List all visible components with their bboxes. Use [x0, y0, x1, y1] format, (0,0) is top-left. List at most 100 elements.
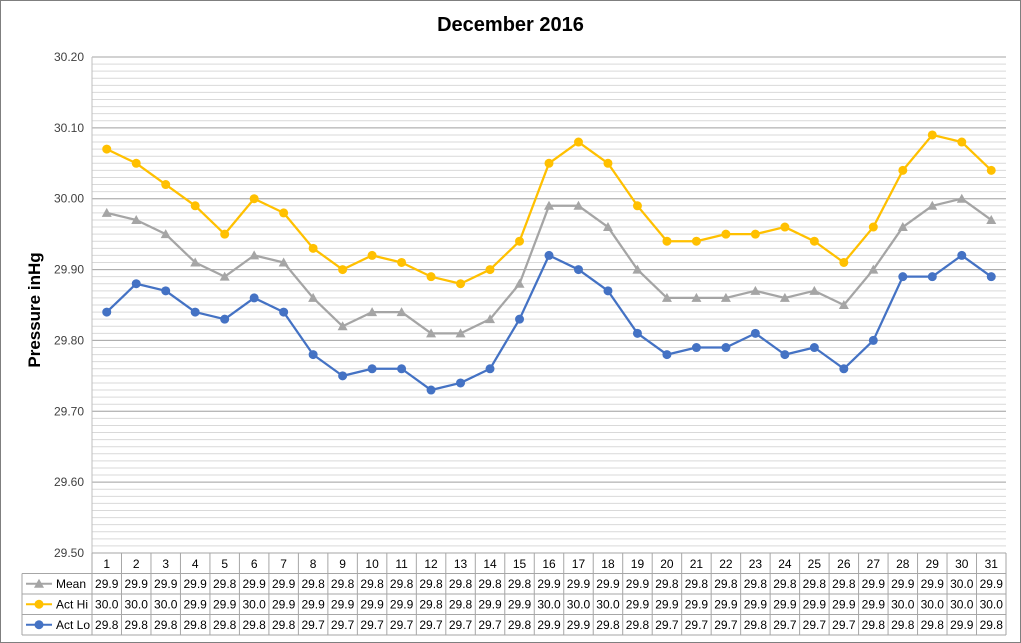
table-cell-value: 29.8 — [213, 577, 237, 591]
table-cell-value: 29.9 — [626, 597, 650, 611]
series-line-mean — [106, 197, 992, 335]
data-point-marker — [249, 250, 260, 260]
table-cell-value: 29.9 — [773, 597, 797, 611]
data-point-marker — [603, 286, 613, 296]
table-cell-value: 30.0 — [950, 597, 974, 611]
x-tick-label: 18 — [601, 557, 615, 571]
data-point-marker — [279, 208, 289, 218]
y-tick-label: 29.90 — [54, 263, 84, 277]
data-point-marker — [308, 243, 318, 253]
data-point-marker — [160, 229, 171, 239]
table-cell-value: 29.7 — [331, 618, 355, 632]
data-point-marker — [691, 343, 701, 353]
table-cell-value: 29.9 — [360, 597, 384, 611]
table-cell-value: 29.8 — [125, 618, 149, 632]
table-cell-value: 29.8 — [685, 577, 709, 591]
table-cell-value: 29.9 — [95, 577, 119, 591]
data-point-marker — [161, 286, 171, 296]
data-point-marker — [868, 264, 879, 274]
x-tick-label: 3 — [162, 557, 169, 571]
table-cell-value: 30.0 — [980, 597, 1004, 611]
table-cell-value: 29.8 — [213, 618, 237, 632]
x-tick-label: 29 — [926, 557, 940, 571]
table-cell-value: 29.9 — [478, 597, 502, 611]
data-point-marker — [249, 293, 259, 303]
table-cell-value: 29.9 — [272, 577, 296, 591]
x-tick-label: 21 — [690, 557, 704, 571]
x-tick-label: 4 — [192, 557, 199, 571]
table-cell-value: 29.9 — [567, 577, 591, 591]
table-cell-value: 29.8 — [301, 577, 325, 591]
y-tick-label: 30.00 — [54, 192, 84, 206]
table-cell-value: 29.8 — [360, 577, 384, 591]
data-point-marker — [898, 272, 908, 282]
data-point-marker — [603, 158, 613, 168]
table-cell-value: 29.7 — [449, 618, 473, 632]
x-tick-label: 25 — [808, 557, 822, 571]
x-tick-label: 30 — [955, 557, 969, 571]
data-point-marker — [131, 214, 142, 224]
table-cell-value: 29.7 — [803, 618, 827, 632]
data-point-marker — [485, 265, 495, 275]
data-point-marker — [485, 364, 495, 374]
data-point-marker — [868, 335, 878, 345]
table-cell-value: 29.8 — [449, 577, 473, 591]
data-point-marker — [750, 229, 760, 239]
data-point-marker — [367, 364, 377, 374]
table-cell-value: 29.7 — [419, 618, 443, 632]
table-cell-value: 29.9 — [537, 618, 561, 632]
y-tick-label: 30.10 — [54, 121, 84, 135]
data-point-marker — [632, 201, 642, 211]
x-tick-label: 13 — [454, 557, 468, 571]
table-cell-value: 30.0 — [537, 597, 561, 611]
table-cell-value: 29.9 — [626, 577, 650, 591]
x-tick-label: 10 — [365, 557, 379, 571]
data-point-marker — [632, 264, 643, 274]
legend-key-marker — [34, 578, 44, 588]
data-point-marker — [367, 307, 378, 317]
data-point-marker — [101, 207, 112, 217]
table-cell-value: 30.0 — [125, 597, 149, 611]
table-cell-value: 29.8 — [744, 577, 768, 591]
y-tick-label: 29.70 — [54, 404, 84, 418]
table-cell-value: 29.8 — [508, 577, 532, 591]
data-point-marker — [721, 229, 731, 239]
x-tick-label: 14 — [483, 557, 497, 571]
table-cell-value: 29.7 — [301, 618, 325, 632]
table-cell-value: 29.7 — [773, 618, 797, 632]
table-cell-value: 29.9 — [272, 597, 296, 611]
data-point-marker — [721, 343, 731, 353]
data-point-marker — [544, 158, 554, 168]
table-cell-value: 29.8 — [596, 618, 620, 632]
x-tick-label: 24 — [778, 557, 792, 571]
data-point-marker — [219, 271, 230, 281]
table-cell-value: 29.9 — [301, 597, 325, 611]
data-point-marker — [426, 385, 436, 395]
data-point-marker — [131, 158, 141, 168]
table-cell-value: 29.9 — [862, 577, 886, 591]
table-cell-value: 29.9 — [862, 597, 886, 611]
data-point-marker — [220, 229, 230, 239]
x-tick-label: 6 — [251, 557, 258, 571]
data-point-marker — [839, 257, 849, 267]
data-point-marker — [720, 292, 731, 302]
table-cell-value: 29.7 — [478, 618, 502, 632]
table-cell-value: 30.0 — [95, 597, 119, 611]
table-cell-value: 29.8 — [891, 618, 915, 632]
data-point-marker — [839, 364, 849, 374]
legend-entry-mean: Mean — [56, 577, 86, 591]
data-point-marker — [220, 314, 230, 324]
series-line-act-lo — [105, 254, 992, 392]
table-cell-value: 29.9 — [154, 577, 178, 591]
data-point-marker — [456, 279, 466, 289]
table-cell-value: 29.8 — [478, 577, 502, 591]
data-point-marker — [809, 236, 819, 246]
table-cell-value: 29.9 — [950, 618, 974, 632]
table-cell-value: 29.8 — [508, 618, 532, 632]
table-cell-value: 29.7 — [714, 618, 738, 632]
table-cell-value: 29.9 — [537, 577, 561, 591]
x-tick-label: 1 — [103, 557, 110, 571]
table-cell-value: 29.9 — [714, 597, 738, 611]
table-cell-value: 29.8 — [331, 577, 355, 591]
